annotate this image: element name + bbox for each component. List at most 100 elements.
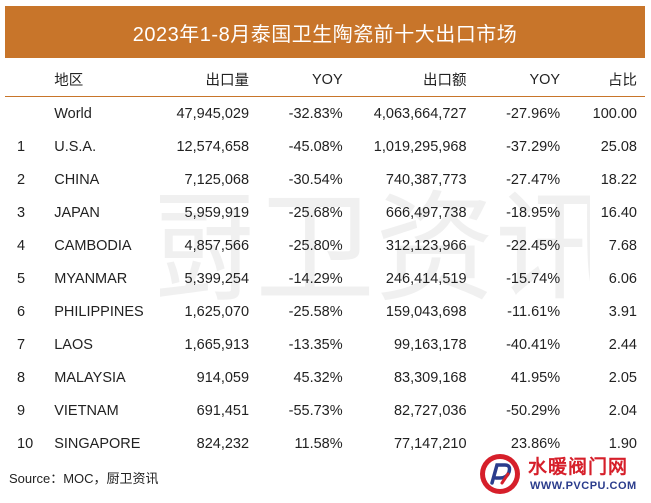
- header-share: 占比: [608, 73, 637, 89]
- cell-share: 2.05: [608, 369, 637, 386]
- cell-yoy-quantity: 11.58%: [294, 435, 343, 452]
- header-yoy-quantity: YOY: [312, 71, 343, 88]
- cell-value: 666,497,738: [385, 204, 467, 221]
- cell-yoy-value: -50.29%: [506, 402, 561, 419]
- cell-yoy-value: -37.29%: [506, 138, 561, 155]
- table-header-row: 地区 出口量 YOY 出口额 YOY 占比: [5, 63, 645, 97]
- cell-quantity: 824,232: [196, 435, 250, 452]
- cell-share: 6.06: [608, 270, 637, 287]
- table-body: World 47,945,029 -32.83% 4,063,664,727 -27.9…: [5, 97, 645, 461]
- cell-yoy-value: -15.74%: [506, 270, 561, 287]
- cell-rank: 7: [17, 336, 26, 353]
- cell-yoy-value: -18.95%: [506, 204, 561, 221]
- cell-yoy-value: -11.61%: [507, 303, 561, 320]
- table-row: 3 JAPAN 5,959,919 -25.68% 666,497,738 -18.95%…: [5, 196, 645, 229]
- cell-yoy-quantity: -25.80%: [288, 237, 343, 254]
- logo-name: 水暖阀门网: [528, 457, 629, 478]
- cell-value: 82,727,036: [393, 402, 467, 419]
- source-note: Source：MOC，厨卫资讯: [9, 471, 159, 486]
- cell-value: 312,123,966: [385, 237, 467, 254]
- cell-region: MYANMAR: [54, 270, 128, 287]
- cell-quantity: 12,574,658: [176, 138, 250, 155]
- table-row: 1 U.S.A. 12,574,658 -45.08% 1,019,295,968 -37…: [5, 130, 645, 163]
- table-title: 2023年1-8月泰国卫生陶瓷前十大出口市场: [132, 23, 518, 46]
- cell-yoy-quantity: -55.73%: [288, 402, 343, 419]
- cell-region: CAMBODIA: [54, 237, 132, 254]
- cell-yoy-value: 23.86%: [510, 435, 561, 452]
- cell-region: SINGAPORE: [54, 435, 141, 452]
- cell-yoy-quantity: 45.32%: [293, 369, 343, 386]
- cell-value: 77,147,210: [393, 435, 467, 452]
- cell-share: 18.22: [600, 171, 637, 188]
- cell-rank: 4: [17, 237, 26, 254]
- cell-region: VIETNAM: [54, 402, 119, 419]
- cell-rank: 5: [17, 270, 26, 287]
- cell-region: U.S.A.: [54, 138, 97, 155]
- table-row: 9 VIETNAM 691,451 -55.73% 82,727,036 -50.29% 2…: [5, 394, 645, 427]
- cell-quantity: 691,451: [196, 402, 250, 419]
- cell-rank: [5, 97, 54, 131]
- cell-value: 246,414,519: [385, 270, 467, 287]
- cell-quantity: 4,857,566: [184, 237, 250, 254]
- cell-rank: 9: [17, 402, 26, 419]
- cell-quantity: 914,059: [196, 369, 250, 386]
- site-logo: 水暖阀门网 WWW.PVCPU.COM: [478, 450, 648, 500]
- logo-url: WWW.PVCPU.COM: [530, 480, 637, 492]
- table-title-bar: 2023年1-8月泰国卫生陶瓷前十大出口市场: [5, 6, 645, 58]
- header-quantity: 出口量: [205, 73, 250, 89]
- cell-value: 740,387,773: [385, 171, 467, 188]
- cell-quantity: 47,945,029: [176, 105, 250, 122]
- table-row: 6 PHILIPPINES 1,625,070 -25.58% 159,043,698 -…: [5, 295, 645, 328]
- cell-yoy-quantity: -45.08%: [288, 138, 343, 155]
- cell-yoy-value: -27.47%: [506, 171, 561, 188]
- export-markets-table: 地区 出口量 YOY 出口额 YOY 占比 World 47,945,029 -32…: [5, 63, 645, 460]
- table-row: World 47,945,029 -32.83% 4,063,664,727 -27.9…: [5, 97, 645, 131]
- cell-region: JAPAN: [54, 204, 100, 221]
- cell-quantity: 7,125,068: [184, 171, 250, 188]
- cell-share: 2.44: [608, 336, 637, 353]
- cell-yoy-value: 41.95%: [510, 369, 561, 386]
- table-row: 10 SINGAPORE 824,232 11.58% 77,147,210 23.86%…: [5, 427, 645, 460]
- cell-yoy-value: -40.41%: [506, 336, 561, 353]
- header-region: 地区: [54, 73, 84, 89]
- cell-share: 1.90: [608, 435, 637, 452]
- cell-share: 3.91: [608, 303, 637, 320]
- table-row: 8 MALAYSIA 914,059 45.32% 83,309,168 41.95% 2.…: [5, 361, 645, 394]
- cell-quantity: 1,625,070: [184, 303, 250, 320]
- logo-badge-icon: [480, 454, 520, 494]
- header-value: 出口额: [423, 73, 467, 89]
- header-rank: [5, 63, 54, 97]
- cell-yoy-value: -22.45%: [506, 237, 561, 254]
- cell-region: PHILIPPINES: [54, 303, 144, 320]
- cell-rank: 8: [17, 369, 26, 386]
- cell-share: 25.08: [600, 138, 637, 155]
- cell-share: 16.40: [600, 204, 637, 221]
- cell-share: 100.00: [592, 105, 637, 122]
- cell-rank: 1: [17, 138, 26, 155]
- cell-region: LAOS: [54, 336, 93, 353]
- table-row: 4 CAMBODIA 4,857,566 -25.80% 312,123,966 -22.…: [5, 229, 645, 262]
- cell-region: World: [54, 105, 92, 122]
- cell-value: 4,063,664,727: [373, 105, 467, 122]
- cell-rank: 6: [17, 303, 26, 320]
- cell-share: 7.68: [608, 237, 637, 254]
- cell-value: 1,019,295,968: [373, 138, 467, 155]
- cell-yoy-quantity: -25.58%: [288, 303, 343, 320]
- cell-rank: 3: [17, 204, 26, 221]
- cell-rank: 2: [17, 171, 26, 188]
- cell-quantity: 5,959,919: [184, 204, 250, 221]
- table-row: 5 MYANMAR 5,399,254 -14.29% 246,414,519 -15.7…: [5, 262, 645, 295]
- cell-yoy-quantity: -32.83%: [288, 105, 343, 122]
- cell-value: 99,163,178: [393, 336, 467, 353]
- header-yoy-value: YOY: [529, 71, 561, 88]
- cell-rank: 10: [17, 435, 34, 452]
- cell-share: 2.04: [608, 402, 637, 419]
- cell-region: MALAYSIA: [54, 369, 126, 386]
- cell-yoy-quantity: -25.68%: [288, 204, 343, 221]
- table-row: 7 LAOS 1,665,913 -13.35% 99,163,178 -40.41% 2.…: [5, 328, 645, 361]
- cell-yoy-quantity: -30.54%: [288, 171, 343, 188]
- cell-region: CHINA: [54, 171, 100, 188]
- cell-value: 159,043,698: [385, 303, 467, 320]
- cell-yoy-value: -27.96%: [506, 105, 561, 122]
- cell-quantity: 5,399,254: [184, 270, 250, 287]
